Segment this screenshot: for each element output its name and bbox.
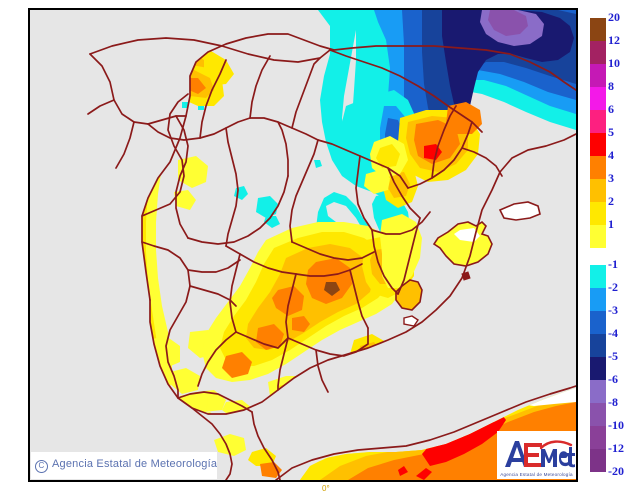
scale-swatch-minus5 xyxy=(590,357,606,380)
scale-label-10: 10 xyxy=(608,56,620,70)
scale-label-5: 5 xyxy=(608,125,614,139)
copyright-label: Agencia Estatal de Meteorología xyxy=(52,458,218,470)
scale-label-6: 6 xyxy=(608,102,614,116)
meridian-label: 0° xyxy=(322,484,330,493)
scale-swatch-minus10 xyxy=(590,426,606,449)
scale-swatch-1 xyxy=(590,225,606,248)
copyright-text: C Agencia Estatal de Meteorología xyxy=(35,458,217,473)
scale-label-minus1: -1 xyxy=(608,257,618,271)
scale-label-8: 8 xyxy=(608,79,614,93)
administrative-borders xyxy=(87,33,576,480)
scale-label-minus6: -6 xyxy=(608,372,618,386)
aemet-logo-icon xyxy=(505,440,575,468)
scale-swatch-minus2 xyxy=(590,288,606,311)
temperature-anomaly-scale: 20 12 10 8 6 5 4 3 2 1 -1 -2 -3 -4 -5 -6 -8 -10 -12 -20 xyxy=(590,11,624,481)
scale-swatch-3 xyxy=(590,179,606,202)
balearic-islands xyxy=(395,201,541,327)
iberia-anomaly-map xyxy=(30,10,576,480)
scale-swatch-8 xyxy=(590,87,606,110)
scale-label-20: 20 xyxy=(608,10,620,24)
scale-swatch-minus1 xyxy=(590,265,606,288)
scale-label-minus3: -3 xyxy=(608,303,618,317)
scale-label-minus2: -2 xyxy=(608,280,618,294)
scale-swatch-5 xyxy=(590,133,606,156)
aemet-logo: Agencia Estatal de Meteorología xyxy=(497,431,576,479)
copyright-box: C Agencia Estatal de Meteorología xyxy=(31,452,217,479)
aemet-tagline: Agencia Estatal de Meteorología xyxy=(500,472,573,477)
scale-swatch-20 xyxy=(590,18,606,41)
scale-label-minus12: -12 xyxy=(608,441,624,455)
scale-label-minus5: -5 xyxy=(608,349,618,363)
scale-swatch-4 xyxy=(590,156,606,179)
scale-swatch-minus12 xyxy=(590,449,606,472)
scale-label-minus10: -10 xyxy=(608,418,624,432)
scale-swatch-minus4 xyxy=(590,334,606,357)
scale-swatch-minus3 xyxy=(590,311,606,334)
copyright-icon: C xyxy=(35,460,48,473)
scale-label-12: 12 xyxy=(608,33,620,47)
map-frame xyxy=(28,8,578,482)
scale-label-minus4: -4 xyxy=(608,326,618,340)
warm-anomaly-field-catalonia xyxy=(364,102,482,194)
scale-label-minus8: -8 xyxy=(608,395,618,409)
strait-coast-patches xyxy=(214,434,282,478)
scale-label-2: 2 xyxy=(608,194,614,208)
scale-swatch-2 xyxy=(590,202,606,225)
scale-swatch-10 xyxy=(590,64,606,87)
scale-label-4: 4 xyxy=(608,148,614,162)
scale-swatch-minus8 xyxy=(590,403,606,426)
scale-swatch-12 xyxy=(590,41,606,64)
scale-swatch-minus6 xyxy=(590,380,606,403)
scale-swatch-6 xyxy=(590,110,606,133)
scale-label-3: 3 xyxy=(608,171,614,185)
scale-label-minus20: -20 xyxy=(608,464,624,478)
scale-label-1: 1 xyxy=(608,217,614,231)
